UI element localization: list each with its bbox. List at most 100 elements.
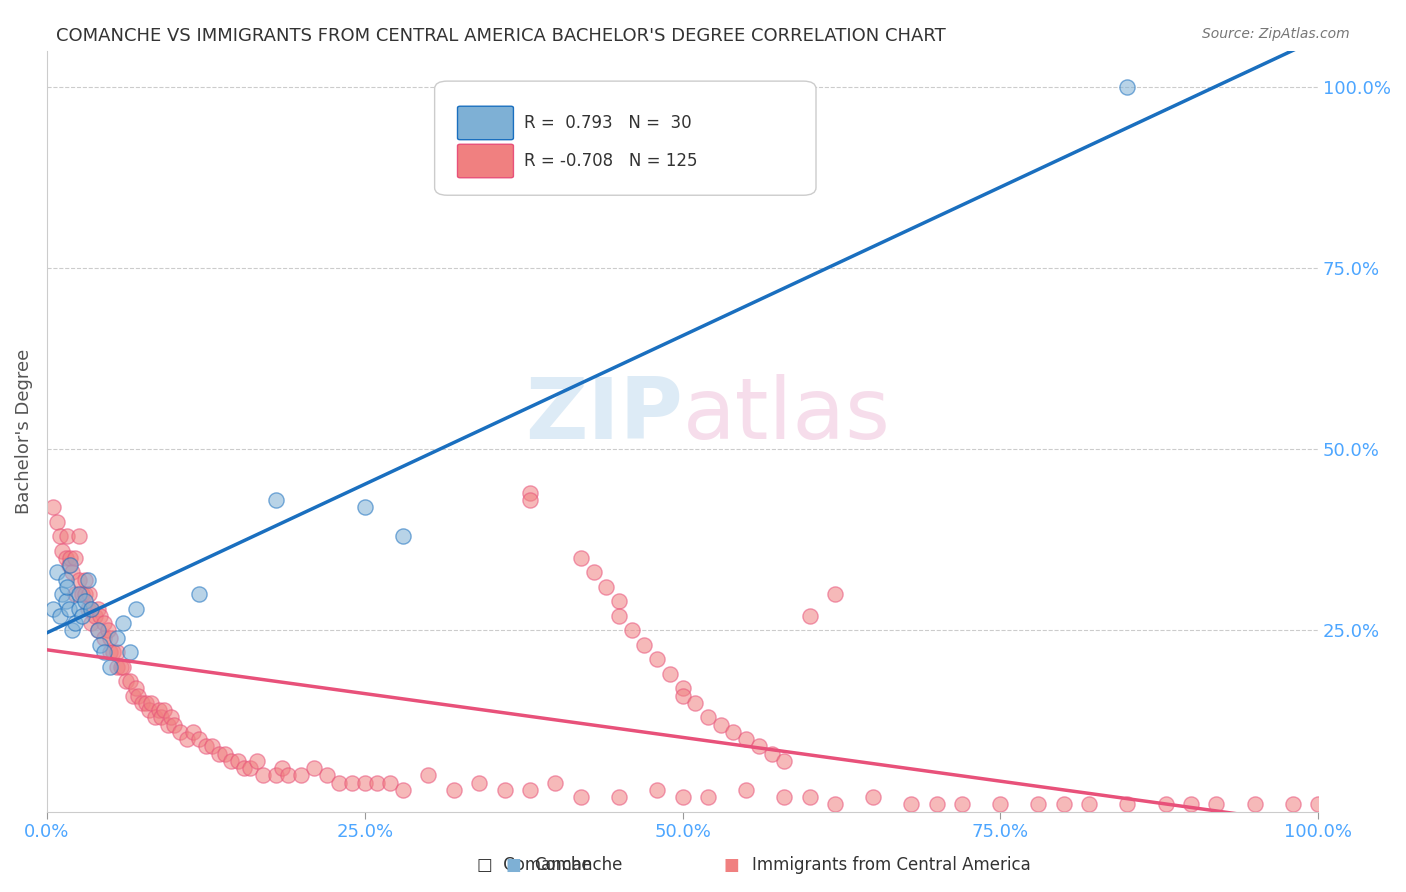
Point — [93, 616, 115, 631]
Point — [112, 659, 135, 673]
Point — [143, 710, 166, 724]
Point — [232, 761, 254, 775]
Point — [160, 710, 183, 724]
Point — [519, 485, 541, 500]
Point — [645, 652, 668, 666]
Point — [226, 754, 249, 768]
Point — [58, 601, 80, 615]
Point — [340, 775, 363, 789]
Point — [378, 775, 401, 789]
Text: atlas: atlas — [682, 375, 890, 458]
Point — [246, 754, 269, 768]
Point — [42, 500, 65, 515]
Point — [105, 645, 128, 659]
Text: ■: ■ — [723, 855, 740, 873]
Point — [671, 681, 693, 696]
Text: Immigrants from Central America: Immigrants from Central America — [752, 855, 1031, 873]
Text: □  Comanche: □ Comanche — [477, 855, 592, 873]
Point — [862, 790, 884, 805]
Point — [131, 696, 153, 710]
FancyBboxPatch shape — [457, 106, 513, 140]
Text: R = -0.708   N = 125: R = -0.708 N = 125 — [523, 152, 697, 170]
Point — [72, 608, 94, 623]
Point — [544, 775, 567, 789]
Point — [252, 768, 274, 782]
Text: ZIP: ZIP — [524, 375, 682, 458]
Point — [264, 492, 287, 507]
Point — [1180, 797, 1202, 812]
Point — [181, 724, 204, 739]
Point — [988, 797, 1011, 812]
Point — [100, 659, 122, 673]
Point — [1154, 797, 1177, 812]
Point — [55, 573, 77, 587]
Point — [56, 529, 79, 543]
Point — [302, 761, 325, 775]
Point — [105, 659, 128, 673]
Point — [950, 797, 973, 812]
Point — [188, 587, 211, 601]
Point — [63, 550, 86, 565]
Point — [125, 601, 148, 615]
Point — [620, 624, 643, 638]
Point — [73, 573, 96, 587]
Point — [194, 739, 217, 754]
Point — [277, 768, 299, 782]
Point — [48, 529, 70, 543]
Point — [353, 775, 375, 789]
Point — [84, 608, 107, 623]
Point — [824, 797, 846, 812]
Point — [207, 747, 229, 761]
Point — [156, 717, 179, 731]
Point — [56, 580, 79, 594]
Point — [46, 515, 69, 529]
Point — [80, 601, 103, 615]
Point — [127, 689, 149, 703]
Point — [51, 543, 73, 558]
Point — [67, 601, 90, 615]
Point — [97, 624, 120, 638]
Point — [114, 674, 136, 689]
Point — [150, 710, 173, 724]
FancyBboxPatch shape — [434, 81, 815, 195]
Point — [1028, 797, 1050, 812]
Point — [264, 768, 287, 782]
Point — [73, 594, 96, 608]
Point — [366, 775, 388, 789]
Point — [100, 631, 122, 645]
Point — [569, 550, 592, 565]
Point — [219, 754, 242, 768]
Text: Comanche: Comanche — [534, 855, 623, 873]
Point — [139, 696, 162, 710]
Point — [110, 659, 132, 673]
Point — [723, 724, 745, 739]
Point — [443, 782, 465, 797]
Point — [60, 624, 83, 638]
Point — [607, 790, 630, 805]
Point — [101, 645, 124, 659]
Point — [87, 624, 110, 638]
Point — [55, 550, 77, 565]
Point — [105, 631, 128, 645]
Point — [93, 631, 115, 645]
Point — [87, 601, 110, 615]
Point — [73, 587, 96, 601]
Point — [697, 790, 720, 805]
Point — [59, 558, 82, 573]
Point — [468, 775, 491, 789]
Point — [328, 775, 350, 789]
Point — [46, 566, 69, 580]
Point — [633, 638, 655, 652]
Point — [93, 645, 115, 659]
Point — [315, 768, 337, 782]
Point — [925, 797, 948, 812]
Y-axis label: Bachelor's Degree: Bachelor's Degree — [15, 349, 32, 514]
Point — [51, 587, 73, 601]
Point — [89, 638, 111, 652]
Point — [710, 717, 733, 731]
Point — [582, 566, 605, 580]
Point — [67, 587, 90, 601]
Point — [353, 500, 375, 515]
Point — [125, 681, 148, 696]
Point — [55, 594, 77, 608]
